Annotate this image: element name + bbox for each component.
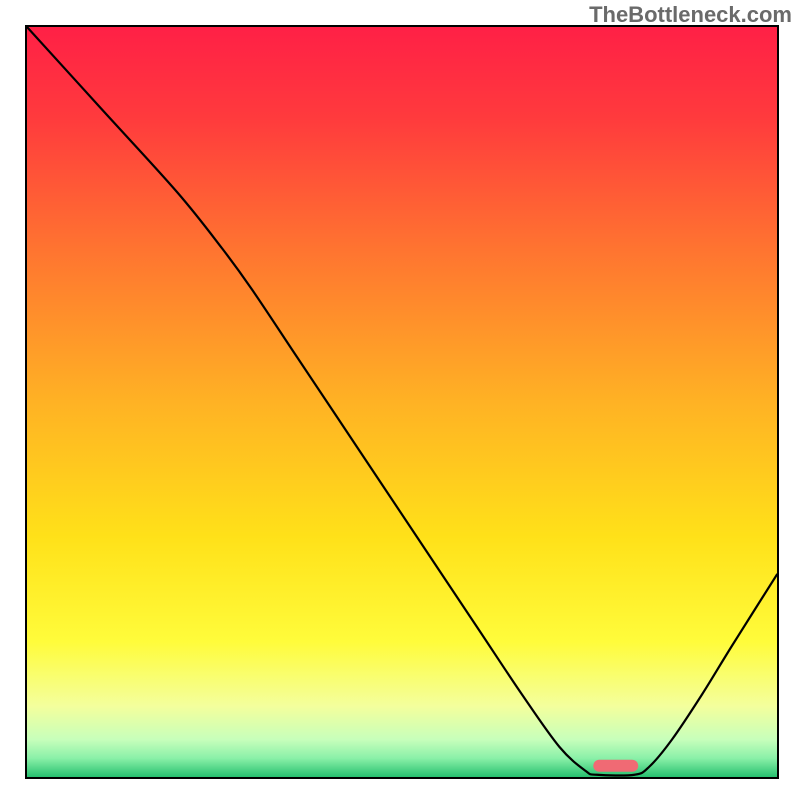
highlight-marker (27, 27, 777, 777)
plot-area (25, 25, 779, 779)
